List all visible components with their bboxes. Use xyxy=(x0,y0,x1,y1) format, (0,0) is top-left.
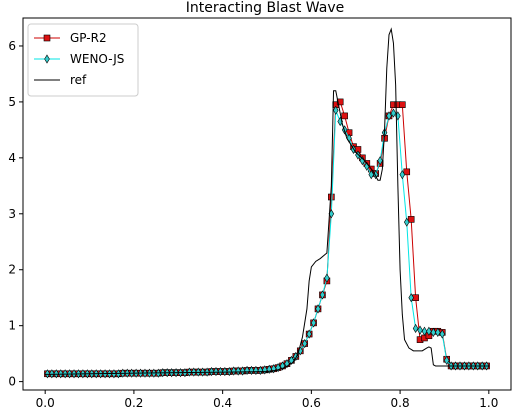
data-point-weno-js xyxy=(222,366,228,377)
y-tick-label: 0 xyxy=(8,375,16,389)
series-ref xyxy=(45,27,489,375)
legend-swatch-marker xyxy=(43,34,51,42)
y-tick-label: 6 xyxy=(8,39,16,53)
data-point-weno-js xyxy=(257,365,264,376)
data-point-weno-js xyxy=(301,338,308,349)
data-point-weno-js xyxy=(426,326,432,336)
x-tick-label: 1.0 xyxy=(479,396,498,410)
data-point-weno-js xyxy=(403,217,410,227)
data-point-weno-js xyxy=(408,293,414,303)
y-tick-label: 2 xyxy=(8,263,16,277)
data-point-weno-js xyxy=(270,364,277,374)
data-point-weno-js xyxy=(244,365,250,376)
data-point-weno-js xyxy=(310,318,317,328)
y-axis: 0 1 2 3 4 5 6 xyxy=(8,39,23,389)
y-tick-label: 4 xyxy=(8,151,16,165)
legend-swatch-marker xyxy=(44,54,50,64)
data-point-weno-js xyxy=(390,108,397,118)
legend-label: WENO-JS xyxy=(70,52,124,66)
x-tick-label: 0.0 xyxy=(36,396,55,410)
y-tick-label: 3 xyxy=(8,207,16,221)
x-tick-label: 0.6 xyxy=(302,396,321,410)
chart-title: Interacting Blast Wave xyxy=(186,0,344,16)
series-line-ref xyxy=(45,27,489,375)
data-point-gp-r2 xyxy=(407,216,415,223)
data-point-gp-r2 xyxy=(341,112,348,120)
data-point-weno-js xyxy=(253,365,259,376)
data-point-weno-js xyxy=(417,325,423,335)
legend: GP-R2 WENO-JS ref xyxy=(27,23,139,97)
data-point-weno-js xyxy=(239,366,246,376)
data-point-weno-js xyxy=(208,366,215,377)
data-point-weno-js xyxy=(230,366,237,376)
data-point-weno-js xyxy=(359,156,366,166)
data-point-weno-js xyxy=(443,355,450,365)
x-tick-label: 0.2 xyxy=(124,396,143,410)
legend-item-weno-js: WENO-JS xyxy=(34,52,124,66)
data-point-weno-js xyxy=(324,273,330,283)
x-axis: 0.0 0.2 0.4 0.6 0.8 1.0 xyxy=(36,390,498,410)
data-point-gp-r2 xyxy=(336,98,344,106)
legend-box xyxy=(27,23,139,97)
y-tick-label: 5 xyxy=(8,95,16,109)
legend-item-gp-r2: GP-R2 xyxy=(34,31,107,45)
legend-item-ref: ref xyxy=(34,73,87,87)
data-point-weno-js xyxy=(217,366,224,377)
data-point-gp-r2 xyxy=(328,193,335,201)
data-point-weno-js xyxy=(435,327,441,337)
data-point-weno-js xyxy=(248,365,255,376)
data-point-weno-js xyxy=(439,329,445,339)
data-point-weno-js xyxy=(386,111,392,121)
data-point-weno-js xyxy=(412,323,419,334)
legend-label: GP-R2 xyxy=(70,31,107,45)
data-point-weno-js xyxy=(368,170,375,180)
data-point-weno-js xyxy=(377,156,383,166)
data-point-weno-js xyxy=(333,105,339,115)
y-tick-label: 1 xyxy=(8,319,16,333)
data-point-weno-js xyxy=(319,290,326,300)
data-point-weno-js xyxy=(213,366,219,377)
data-point-weno-js xyxy=(315,304,321,314)
legend-label: ref xyxy=(70,73,87,87)
data-point-weno-js xyxy=(399,170,406,180)
x-tick-label: 0.8 xyxy=(391,396,410,410)
x-tick-label: 0.4 xyxy=(213,396,232,410)
data-point-gp-r2 xyxy=(403,168,411,176)
data-point-weno-js xyxy=(306,329,312,339)
data-point-weno-js xyxy=(44,369,51,379)
plot-frame xyxy=(22,17,512,391)
data-point-weno-js xyxy=(430,327,437,337)
data-point-weno-js xyxy=(235,366,241,376)
series-layer xyxy=(44,27,490,379)
data-point-weno-js xyxy=(421,326,428,336)
data-point-gp-r2 xyxy=(399,101,406,109)
